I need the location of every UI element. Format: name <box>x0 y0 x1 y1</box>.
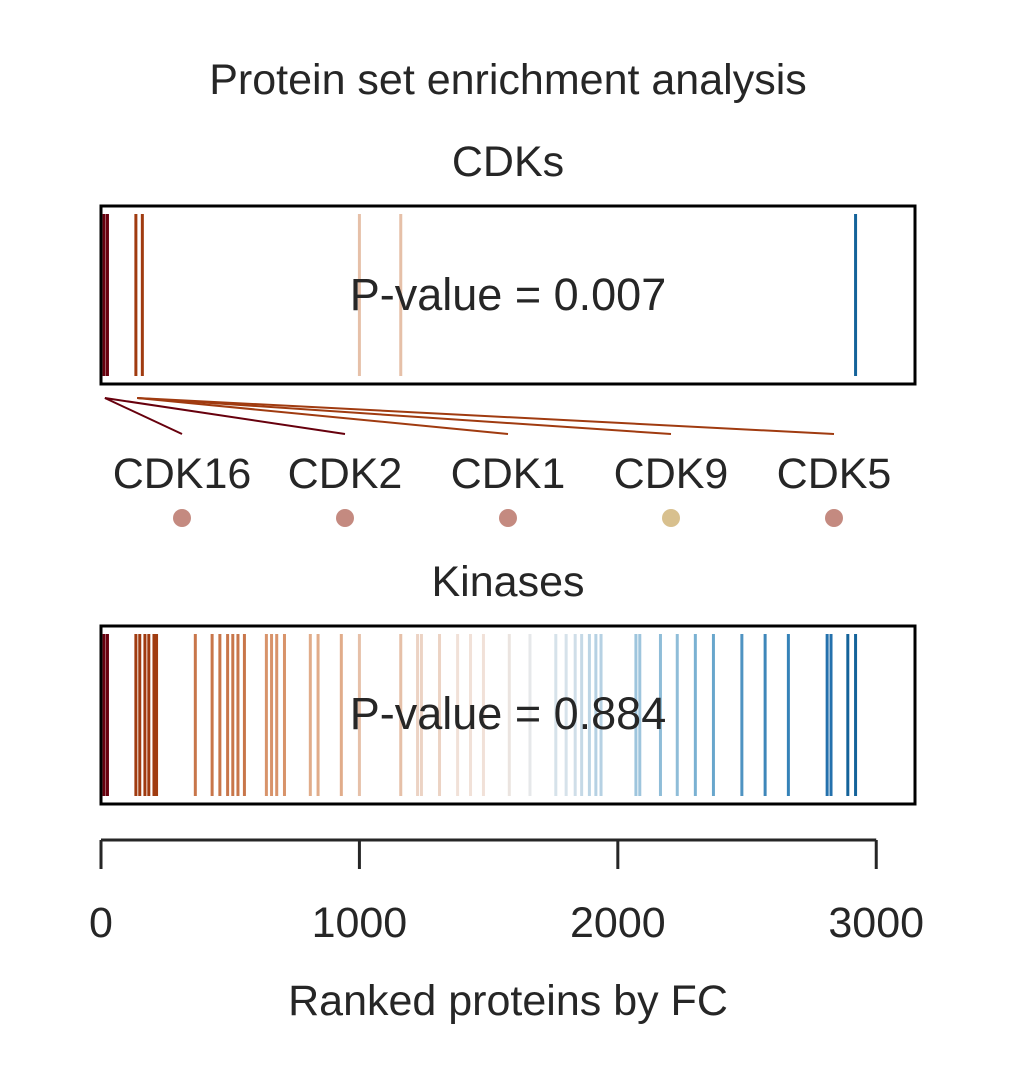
annotation-dot <box>662 509 680 527</box>
x-tick-label: 1000 <box>312 899 408 947</box>
kinases-pvalue: P-value = 0.884 <box>350 688 666 739</box>
panel-title-kinases: Kinases <box>432 558 585 606</box>
annotation-dot <box>336 509 354 527</box>
annotation-label: CDK2 <box>288 450 403 498</box>
kinases-panel-frame <box>99 624 917 806</box>
cdks-pvalue: P-value = 0.007 <box>350 269 666 320</box>
x-axis: 0 1000 2000 3000 <box>89 838 924 947</box>
cdk-annotations: CDK16 CDK2 CDK1 CDK9 CDK5 <box>104 397 892 527</box>
x-tick-label: 3000 <box>828 899 924 947</box>
cdks-barcode <box>102 214 858 376</box>
x-tick-label: 0 <box>89 899 113 947</box>
annotation-dot <box>173 509 191 527</box>
annotation-connector <box>104 397 346 435</box>
annotation-dot <box>825 509 843 527</box>
annotation-connector <box>137 397 835 435</box>
x-axis-label: Ranked proteins by FC <box>288 977 728 1025</box>
annotation-label: CDK16 <box>113 450 252 498</box>
annotation-label: CDK1 <box>451 450 566 498</box>
cdks-panel-frame <box>99 204 917 386</box>
panel-title-cdks: CDKs <box>452 138 564 186</box>
annotation-connector <box>104 397 183 435</box>
annotation-label: CDK9 <box>614 450 729 498</box>
annotation-connector <box>137 397 509 435</box>
x-tick-label: 2000 <box>570 899 666 947</box>
annotation-label: CDK5 <box>777 450 892 498</box>
annotation-connector <box>137 397 672 435</box>
kinases-barcode <box>102 634 858 796</box>
chart-title: Protein set enrichment analysis <box>209 56 807 104</box>
annotation-dot <box>499 509 517 527</box>
